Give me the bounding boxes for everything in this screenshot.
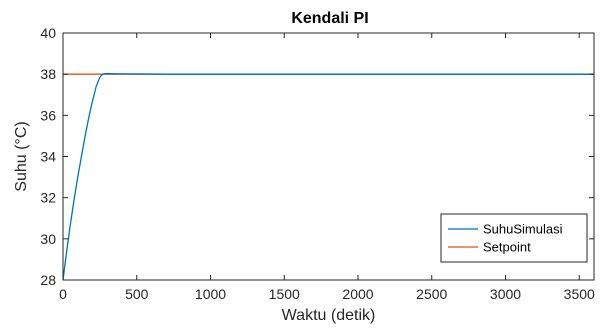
y-tick-label: 28	[40, 272, 56, 288]
legend-box	[440, 213, 588, 263]
y-tick-label: 38	[40, 66, 56, 82]
legend-label-suhusimulasi: SuhuSimulasi	[483, 222, 563, 237]
x-tick-label: 3500	[564, 286, 595, 302]
x-tick-label: 0	[59, 286, 67, 302]
y-tick-label: 30	[40, 231, 56, 247]
x-tick-label: 500	[125, 286, 149, 302]
x-axis-title: Waktu (detik)	[282, 307, 376, 324]
chart-title: Kendali PI	[291, 10, 368, 27]
y-axis-title: Suhu (°C)	[13, 121, 30, 191]
y-tick-label: 32	[40, 190, 56, 206]
x-tick-label: 1000	[195, 286, 226, 302]
y-tick-label: 36	[40, 107, 56, 123]
y-tick-label: 34	[40, 149, 56, 165]
legend-label-setpoint: Setpoint	[483, 240, 531, 255]
x-tick-label: 1500	[269, 286, 300, 302]
y-tick-label: 40	[40, 25, 56, 41]
x-tick-label: 2000	[342, 286, 373, 302]
series-line-suhusimulasi	[62, 72, 594, 281]
series-layer	[62, 72, 594, 281]
x-tick-label: 3000	[490, 286, 521, 302]
x-tick-label: 2500	[416, 286, 447, 302]
tick-layer: 0 500 1000 1500 2000 2500 3000 3500 28 30 32 34 36 38…	[40, 25, 595, 302]
legend: SuhuSimulasi Setpoint	[440, 213, 588, 263]
